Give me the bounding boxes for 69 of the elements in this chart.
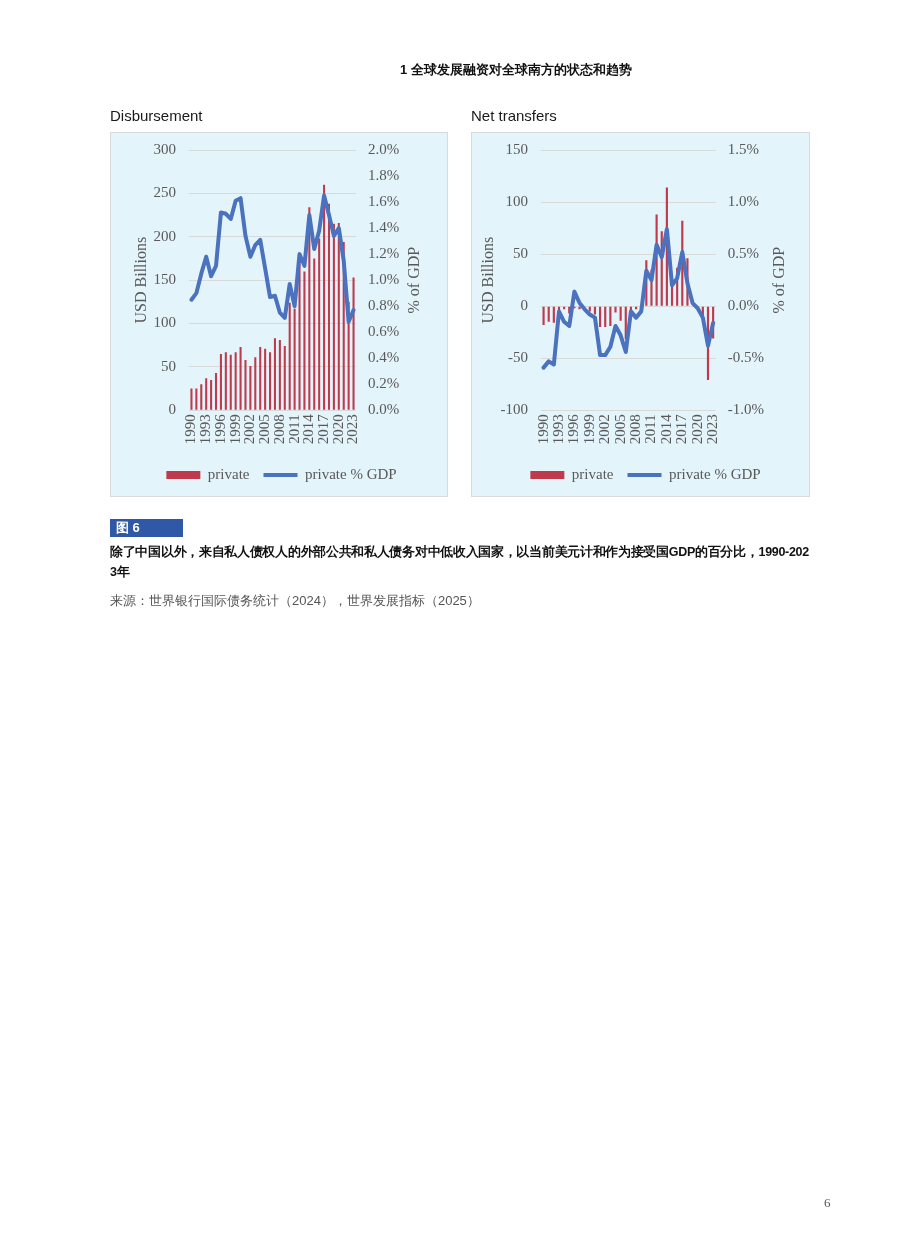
x-tick-label: 1999 — [226, 414, 243, 445]
y2-axis-title: % of GDP — [405, 246, 423, 314]
x-tick-label: 1993 — [197, 414, 214, 445]
text: 1 全球发展融资对全球南方的状态和趋势 — [400, 61, 632, 79]
y2-tick-label: 0.0% — [727, 297, 759, 314]
y2-tick-label: 1.6% — [368, 193, 400, 209]
y2-tick-label: 1.8% — [368, 166, 400, 183]
x-tick-label: 2005 — [256, 414, 273, 445]
x-tick-label: 2008 — [270, 414, 287, 445]
y2-tick-label: 2.0% — [368, 140, 400, 157]
x-tick-label: 2005 — [611, 414, 628, 445]
x-tick-label: 1996 — [211, 413, 228, 445]
legend-label: private — [571, 465, 614, 482]
y-tick-label: 200 — [153, 227, 176, 244]
x-tick-label: 1993 — [549, 414, 566, 445]
chart-title: Net transfers — [471, 106, 558, 126]
y2-tick-label: 1.5% — [727, 140, 759, 157]
x-tick-label: 2014 — [300, 413, 317, 445]
y-tick-label: 300 — [153, 140, 176, 157]
chart-title: Disbursement — [110, 106, 204, 126]
y-axis-title: USD Billions — [478, 236, 496, 324]
y2-axis-title: % of GDP — [770, 246, 788, 314]
caption: 图 6 — [110, 519, 183, 537]
x-tick-label: 2008 — [626, 414, 643, 445]
legend-label: private — [207, 465, 250, 482]
x-tick-label: 2023 — [704, 414, 721, 445]
x-tick-label: 2017 — [673, 413, 690, 445]
y-tick-label: 50 — [161, 357, 176, 374]
text: 除了中国以外，来自私人债权人的外部公共和私人债务对中低收入国家，以当前美元计和作为接受国GDP的百分比，1990-2023年 — [110, 543, 810, 581]
x-tick-label: 2017 — [315, 413, 332, 445]
x-tick-label: 2020 — [688, 414, 705, 445]
y-tick-label: 250 — [153, 184, 176, 201]
y-tick-label: 100 — [505, 193, 528, 209]
x-tick-label: 2023 — [344, 414, 361, 445]
y2-tick-label: 1.4% — [368, 219, 400, 236]
x-tick-label: 1990 — [534, 414, 551, 445]
y-tick-label: -100 — [500, 401, 528, 418]
y-tick-label: 0 — [520, 297, 528, 314]
text: 6 — [824, 1195, 831, 1211]
x-tick-label: 1999 — [580, 414, 597, 445]
x-tick-label: 2002 — [241, 414, 258, 445]
y2-tick-label: 1.2% — [368, 245, 400, 262]
y-tick-label: 100 — [153, 314, 176, 331]
y2-tick-label: 0.8% — [368, 297, 400, 314]
x-tick-label: 2011 — [285, 414, 302, 444]
x-tick-label: 2014 — [657, 413, 674, 445]
x-tick-label: 2020 — [329, 414, 346, 445]
y-tick-label: -50 — [508, 349, 528, 366]
y-tick-label: 0 — [168, 401, 176, 418]
source-note: 来源：世界银行国际债务统计（2024），世界发展指标（2025） — [110, 592, 480, 610]
legend-label: private % GDP — [669, 465, 761, 482]
y-axis-title: USD Billions — [131, 236, 149, 324]
x-tick-label: 1996 — [565, 413, 582, 445]
y2-tick-label: 0.0% — [368, 401, 400, 418]
y2-tick-label: -1.0% — [727, 401, 764, 418]
x-tick-label: 1990 — [182, 414, 199, 445]
y2-tick-label: 0.4% — [368, 349, 400, 366]
y-tick-label: 50 — [513, 245, 528, 262]
legend-label: private % GDP — [305, 465, 397, 482]
y2-tick-label: 0.6% — [368, 323, 400, 340]
x-tick-label: 2011 — [642, 414, 659, 444]
y2-tick-label: -0.5% — [727, 349, 764, 366]
y2-tick-label: 1.0% — [368, 271, 400, 288]
x-tick-label: 2002 — [596, 414, 613, 445]
y2-tick-label: 1.0% — [727, 193, 759, 209]
y-tick-label: 150 — [153, 271, 176, 288]
y2-tick-label: 0.5% — [727, 245, 759, 262]
y-tick-label: 150 — [505, 140, 528, 157]
y2-tick-label: 0.2% — [368, 375, 400, 392]
